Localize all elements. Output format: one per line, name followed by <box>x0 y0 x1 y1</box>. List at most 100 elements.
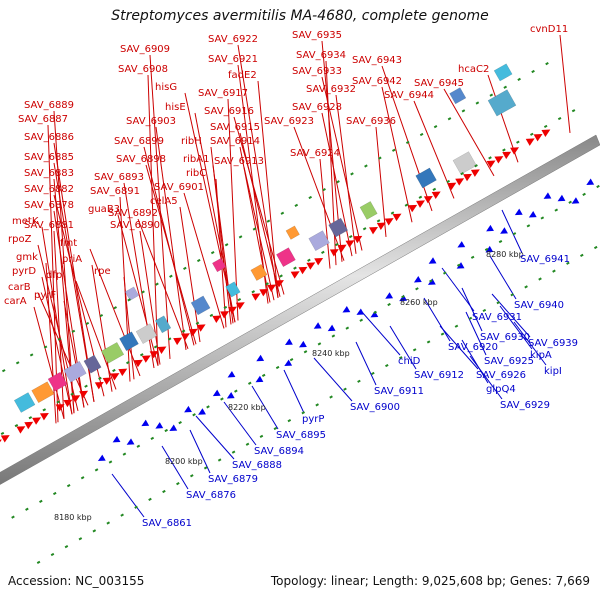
tick-mark <box>265 282 269 286</box>
bottom-gene-label: SAV_6879 <box>208 474 258 485</box>
forward-gene-arrow <box>118 368 128 377</box>
tick-mark <box>1 369 6 373</box>
tick-mark <box>287 419 292 423</box>
top-gene-label: SAV_6944 <box>384 90 434 101</box>
tick-mark <box>496 300 501 305</box>
tick-mark <box>443 271 447 275</box>
tick-mark <box>531 69 535 74</box>
leader-line <box>41 276 73 415</box>
leader-line <box>145 164 197 345</box>
leader-line <box>179 206 201 343</box>
tick-mark <box>362 227 367 231</box>
tick-mark <box>234 389 238 393</box>
reverse-gene-arrow <box>413 275 422 283</box>
reverse-gene-arrow <box>486 224 494 232</box>
tick-mark <box>106 521 111 525</box>
tick-mark <box>426 340 431 344</box>
forward-gene-arrow <box>329 249 339 257</box>
leader-line <box>381 86 413 223</box>
tick-mark <box>252 227 257 231</box>
top-gene-label: SAV_6943 <box>352 55 402 66</box>
bottom-gene-label: SAV_6894 <box>254 446 304 457</box>
top-gene-label: SAV_6889 <box>24 100 74 111</box>
tick-mark <box>357 379 361 383</box>
top-gene-label: hisE <box>165 102 186 113</box>
forward-gene-arrow <box>306 262 316 270</box>
tick-mark <box>266 219 271 223</box>
tick-mark <box>359 318 364 322</box>
tick-mark <box>419 132 424 137</box>
tick-mark <box>126 360 130 365</box>
leader-line <box>489 255 517 300</box>
tick-mark <box>461 109 466 113</box>
reverse-gene-arrow <box>356 308 365 315</box>
tick-mark <box>364 164 368 168</box>
top-gene-label: cvnD11 <box>530 24 568 35</box>
leader-line <box>321 76 363 251</box>
tick-mark <box>220 397 224 401</box>
forward-gene-arrow <box>494 156 504 164</box>
forward-gene-arrow <box>463 173 473 182</box>
forward-gene-arrow <box>345 240 355 248</box>
bottom-gene-label: SAV_6876 <box>186 490 236 501</box>
forward-gene-arrow <box>423 195 433 204</box>
tick-mark <box>153 345 158 349</box>
forward-gene-arrow <box>110 373 120 381</box>
feature-block <box>83 354 102 374</box>
forward-gene-arrow <box>102 377 112 385</box>
tick-mark <box>484 247 489 252</box>
forward-gene-arrow <box>235 302 245 310</box>
bottom-gene-label: SAV_6912 <box>414 370 464 381</box>
reverse-gene-arrow <box>141 419 150 427</box>
tick-mark <box>376 219 381 223</box>
forward-gene-arrow <box>259 288 269 297</box>
feature-block <box>63 360 87 383</box>
scale-label: 8240 kbp <box>312 349 350 358</box>
tick-mark <box>470 255 475 259</box>
scale-label: 8260 kbp <box>400 298 438 307</box>
tick-mark <box>43 345 48 349</box>
reverse-gene-arrow <box>543 192 552 199</box>
bottom-gene-label: glpQ4 <box>486 384 516 395</box>
tick-mark <box>398 356 403 360</box>
forward-gene-arrow <box>275 280 284 288</box>
leader-line <box>53 230 65 419</box>
tick-mark <box>42 408 47 412</box>
reverse-gene-arrow <box>255 375 264 383</box>
tick-mark <box>122 452 127 456</box>
reverse-gene-arrow <box>500 227 508 234</box>
leader-line <box>75 280 117 390</box>
top-gene-label: SAV_6921 <box>208 54 258 65</box>
top-gene-label: SAV_6882 <box>24 184 74 195</box>
tick-mark <box>141 290 145 294</box>
tick-mark <box>371 371 375 376</box>
tick-mark <box>303 350 308 354</box>
tick-mark <box>98 376 102 380</box>
leader-line <box>161 445 189 490</box>
leader-line <box>117 214 159 366</box>
tick-mark <box>80 476 85 480</box>
top-gene-label: SAV_6922 <box>208 34 258 45</box>
bottom-gene-label: chiD <box>398 356 421 367</box>
tick-mark <box>498 239 503 244</box>
top-gene-label: SAV_6899 <box>114 136 164 147</box>
top-gene-label: hisG <box>155 82 177 93</box>
tick-mark <box>329 395 333 399</box>
feature-block <box>308 230 330 252</box>
map-title: Streptomyces avermitilis MA-4680, comple… <box>111 8 489 24</box>
bottom-gene-label: SAV_6929 <box>500 400 550 411</box>
leader-line <box>45 262 57 424</box>
leader-line <box>37 244 79 412</box>
tick-mark <box>334 242 339 247</box>
reverse-gene-arrow <box>427 278 436 285</box>
tick-mark <box>178 421 182 425</box>
tick-mark <box>195 321 200 325</box>
tick-mark <box>84 384 88 388</box>
tick-mark <box>245 442 250 446</box>
tick-mark <box>489 93 494 97</box>
tick-mark <box>554 208 559 212</box>
forward-gene-arrow <box>79 390 89 399</box>
forward-gene-arrow <box>251 293 261 301</box>
tick-mark <box>259 434 264 439</box>
